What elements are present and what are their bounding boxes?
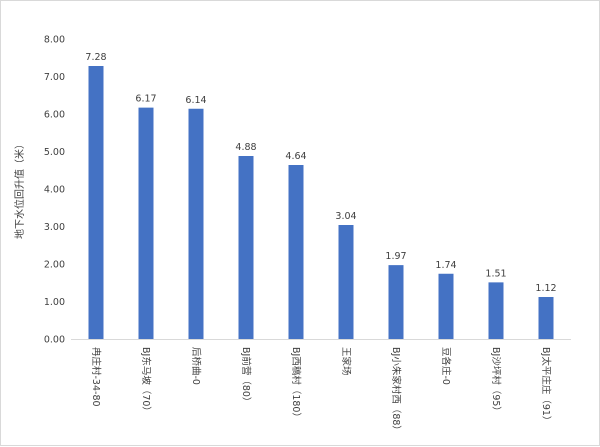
bar: [188, 108, 204, 339]
category-label: 王家场: [340, 347, 352, 376]
bar: [338, 225, 354, 339]
category-label: 豆各庄-0: [440, 347, 452, 385]
category-label: BJ东马坡（70）: [140, 347, 152, 416]
y-tick-label: 5.00: [44, 147, 65, 158]
data-label: 1.51: [485, 268, 506, 279]
y-tick-label: 6.00: [44, 110, 65, 121]
data-label: 1.12: [535, 283, 556, 294]
y-tick-label: 1.00: [44, 297, 65, 308]
y-tick-label: 8.00: [44, 35, 65, 46]
bar: [488, 282, 504, 339]
data-label: 6.14: [185, 95, 206, 106]
data-label: 3.04: [335, 211, 356, 222]
data-label: 6.17: [135, 94, 156, 105]
y-axis-label: 地下水位回升值（米）: [13, 139, 26, 239]
bar: [88, 66, 104, 339]
y-tick-label: 0.00: [44, 335, 65, 346]
y-axis-ticks: 0.00 1.00 2.00 3.00 4.00 5.00 6.00 7.00 8.00: [44, 35, 65, 346]
bar: [538, 297, 554, 339]
category-label: BJ太平庄庄（91）: [540, 347, 552, 425]
data-label: 4.64: [285, 151, 306, 162]
y-tick-label: 7.00: [44, 72, 65, 83]
data-label: 1.74: [435, 260, 456, 271]
bar: [288, 165, 304, 339]
category-labels: 冉庄村-34-80 BJ东马坡（70） 后桥曲-0 BJ前营（80） BJ西稿村（180…: [90, 347, 552, 435]
category-label: 冉庄村-34-80: [90, 347, 102, 407]
category-label: BJ小朱家村西（88）: [390, 347, 402, 435]
bar: [238, 156, 254, 339]
category-label: BJ西稿村（180）: [290, 347, 302, 422]
category-label: BJ前营（80）: [240, 347, 252, 406]
y-tick-label: 2.00: [44, 260, 65, 271]
bar: [138, 107, 154, 339]
y-tick-label: 4.00: [44, 185, 65, 196]
category-label: BJ沙坪村（95）: [490, 347, 502, 416]
bar: [388, 265, 404, 339]
data-label: 7.28: [85, 52, 106, 63]
data-labels: 7.28 6.17 6.14 4.88 4.64 3.04 1.97 1.74 1.51 1.12: [85, 52, 556, 294]
category-label: 后桥曲-0: [190, 347, 202, 385]
y-tick-label: 3.00: [44, 222, 65, 233]
data-label: 1.97: [385, 251, 406, 262]
bars: [88, 66, 554, 339]
data-label: 4.88: [235, 142, 256, 153]
bar: [438, 273, 454, 339]
